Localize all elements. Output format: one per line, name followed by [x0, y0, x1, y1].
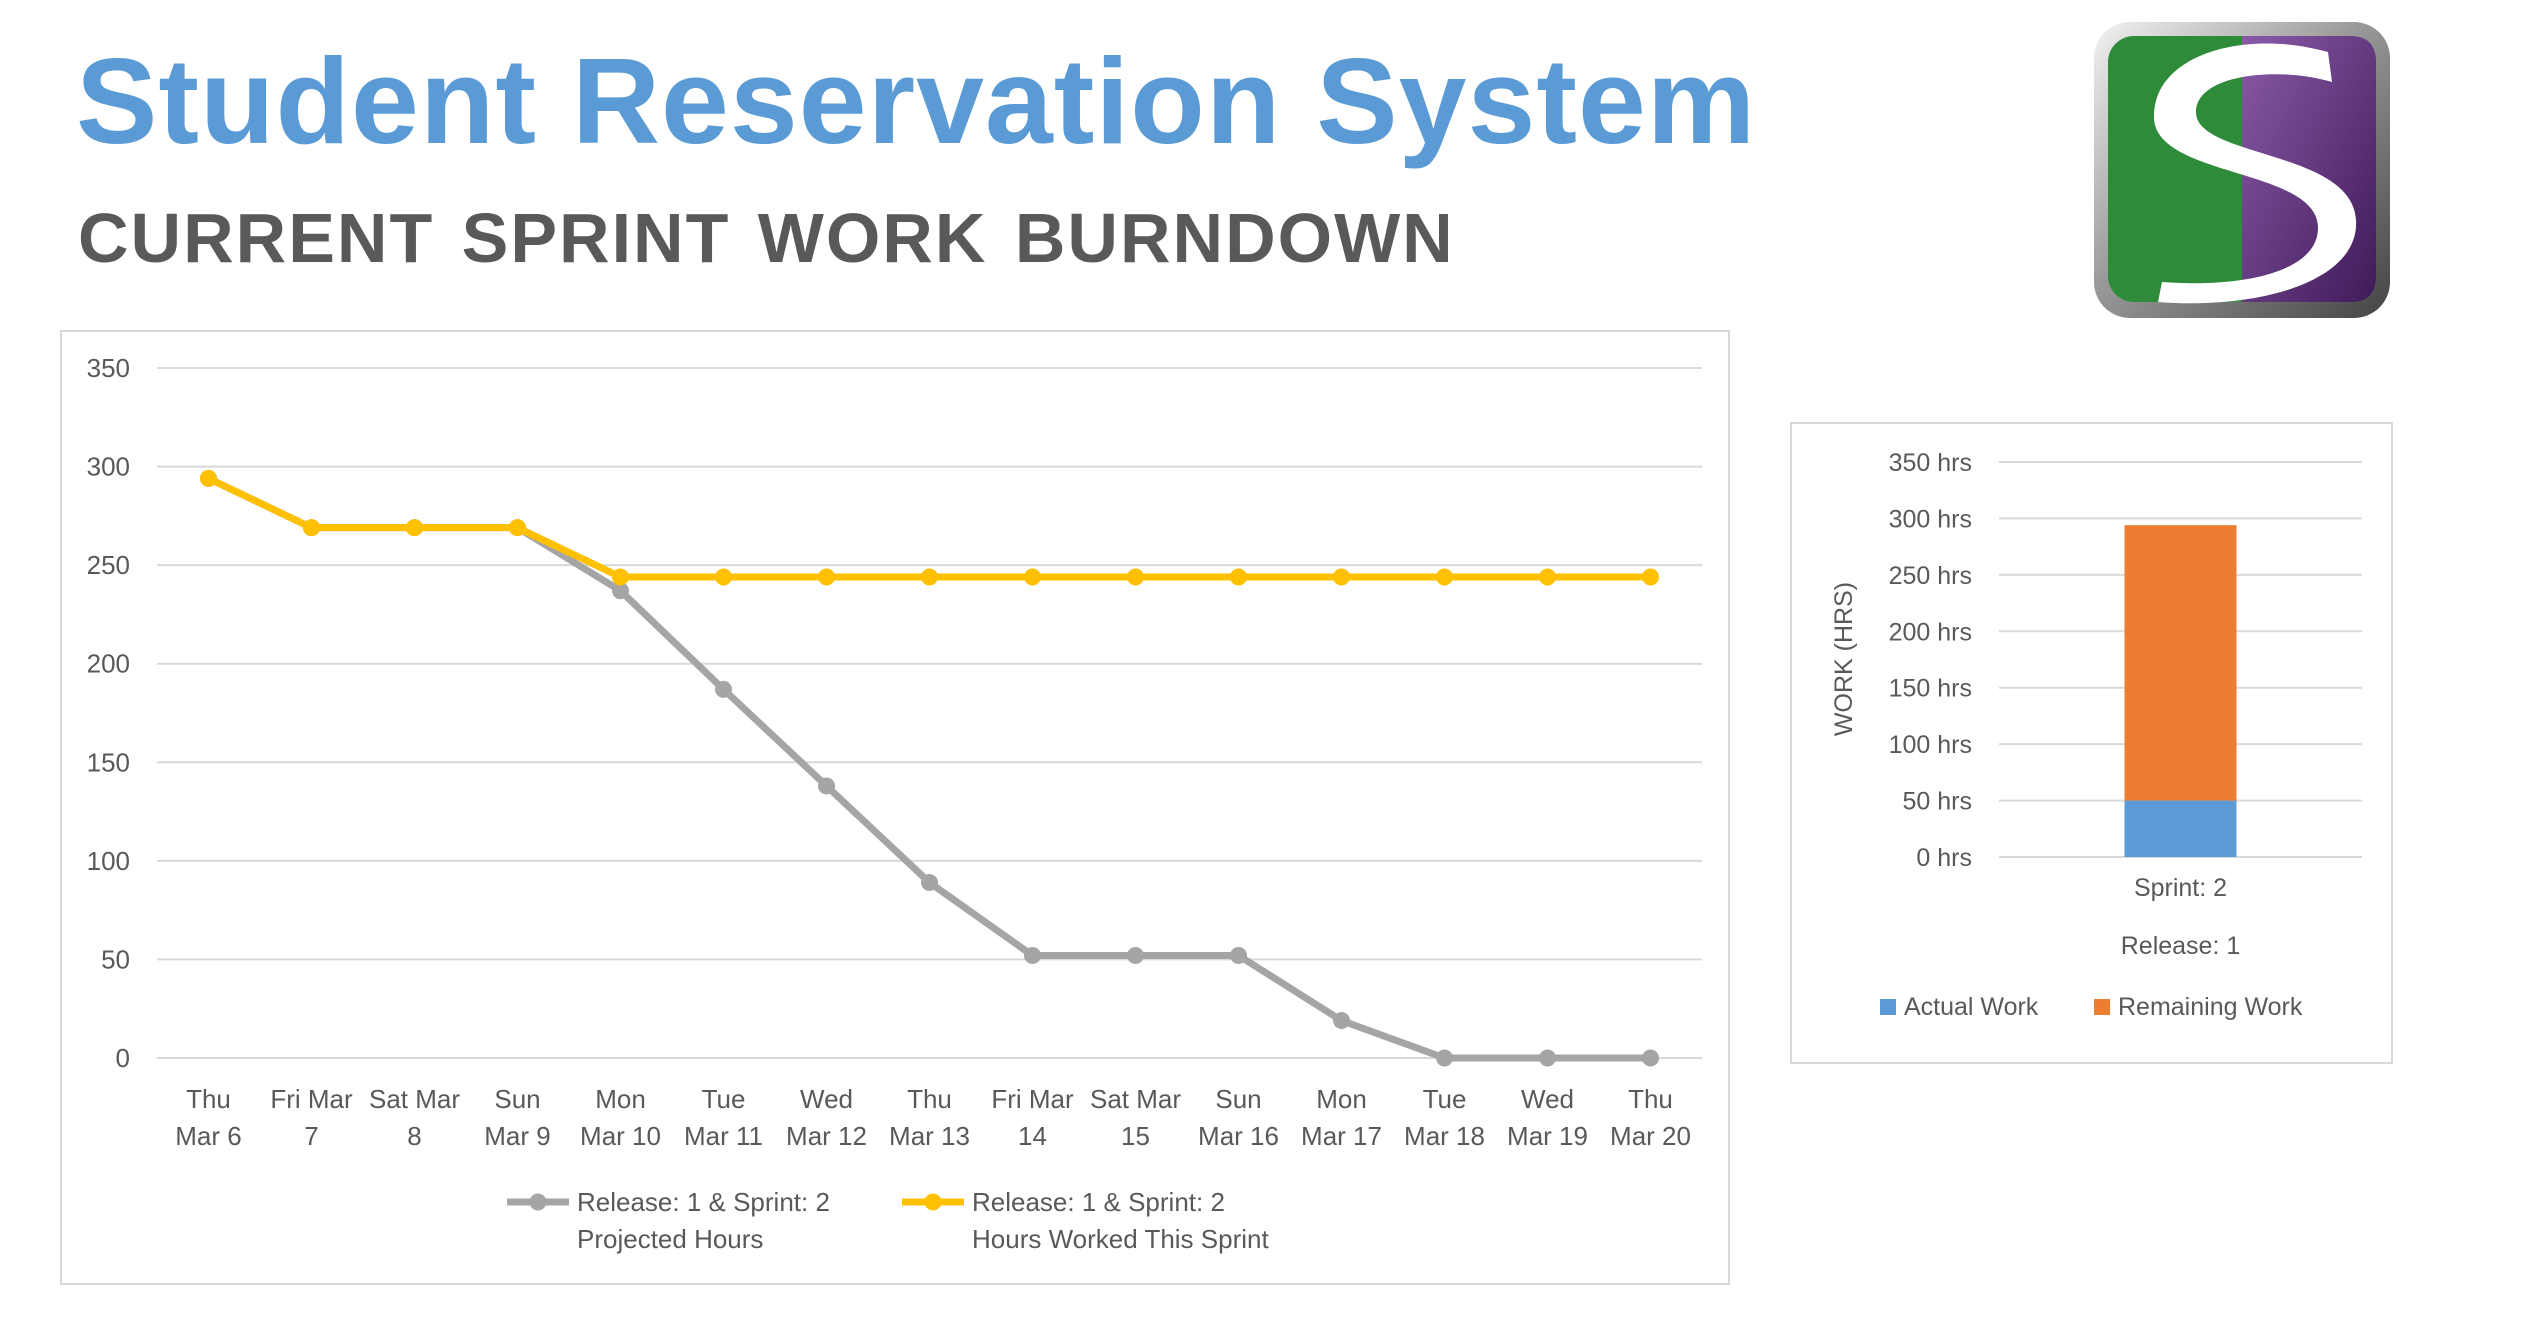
- x-tick-label: Wed: [800, 1084, 853, 1114]
- y-tick-label: 150: [87, 747, 130, 777]
- x-tick-label: Mar 20: [1610, 1121, 1691, 1151]
- x-tick-label: Tue: [1423, 1084, 1467, 1114]
- x-tick-label: Mar 12: [786, 1121, 867, 1151]
- y-tick-label: 300: [87, 452, 130, 482]
- data-point: [1127, 946, 1144, 964]
- legend-label: Actual Work: [1904, 993, 2039, 1021]
- x-tick-label: 15: [1121, 1121, 1150, 1151]
- bar-segment: [2124, 800, 2237, 857]
- series-line: [205, 474, 1654, 581]
- data-point: [921, 568, 938, 586]
- burndown-line-chart: 0 50 100 150 200 250 300 350 Thu Mar 6 Fri Mar 7 Sat…: [60, 330, 1730, 1285]
- x-tick-label: Thu: [1628, 1084, 1673, 1114]
- y-tick-label: 100: [87, 846, 130, 876]
- burndown-line-svg: 0 50 100 150 200 250 300 350 Thu Mar 6 Fri Mar 7 Sat…: [87, 353, 1702, 1254]
- x-tick-label: Mar 6: [175, 1121, 241, 1151]
- data-point: [1127, 568, 1144, 586]
- x-tick-label: Wed: [1521, 1084, 1574, 1114]
- y-tick-label: 50: [101, 944, 130, 974]
- legend-swatch-marker: [529, 1193, 547, 1211]
- y-tick-label: 200 hrs: [1889, 618, 1972, 646]
- data-point: [818, 568, 835, 586]
- data-point: [612, 568, 629, 586]
- x-tick-label: Mar 19: [1507, 1121, 1588, 1151]
- legend-label: Release: 1 & Sprint: 2: [972, 1187, 1225, 1217]
- data-point: [818, 777, 835, 795]
- x-tick-label: Sun: [1215, 1084, 1261, 1114]
- y-tick-label: 350 hrs: [1889, 449, 1972, 477]
- data-point: [200, 469, 217, 487]
- y-tick-label: 0 hrs: [1916, 844, 1972, 872]
- data-point: [1230, 946, 1247, 964]
- legend-swatch: [1880, 999, 1896, 1015]
- x-tick-label: Mar 17: [1301, 1121, 1382, 1151]
- page-title: Student Reservation System: [76, 33, 1757, 169]
- legend-label: Remaining Work: [2118, 993, 2303, 1021]
- data-point: [612, 582, 629, 600]
- data-point: [303, 519, 320, 537]
- data-point: [1333, 1012, 1350, 1030]
- y-tick-label: 150 hrs: [1889, 675, 1972, 703]
- data-point: [1230, 568, 1247, 586]
- page-subtitle: CURRENT SPRINT WORK BURNDOWN: [78, 199, 1455, 277]
- x-tick-label: Tue: [702, 1084, 746, 1114]
- x-tick-label: 8: [407, 1121, 421, 1151]
- logo-s-glyph: [2153, 43, 2357, 304]
- app-logo: [2094, 22, 2390, 318]
- x-category-label: Sprint: 2: [2134, 874, 2227, 902]
- legend-label: Release: 1 & Sprint: 2: [577, 1187, 830, 1217]
- bar-segment: [2124, 525, 2237, 801]
- y-tick-label: 350: [87, 353, 130, 383]
- x-category-label: Release: 1: [2121, 932, 2241, 960]
- data-point: [1642, 568, 1659, 586]
- x-tick-label: Mon: [1316, 1084, 1367, 1114]
- data-point: [1024, 568, 1041, 586]
- x-tick-label: Mar 13: [889, 1121, 970, 1151]
- x-tick-label: Thu: [186, 1084, 231, 1114]
- work-stacked-bar-chart: 0 hrs 50 hrs 100 hrs 150 hrs 200 hrs 250 hrs 3…: [1790, 422, 2393, 1064]
- data-point: [406, 519, 423, 537]
- legend-swatch: [2094, 999, 2110, 1015]
- y-tick-label: 200: [87, 649, 130, 679]
- x-tick-label: Thu: [907, 1084, 952, 1114]
- y-tick-label: 100 hrs: [1889, 731, 1972, 759]
- x-tick-label: Mar 10: [580, 1121, 661, 1151]
- x-tick-label: Sun: [494, 1084, 540, 1114]
- data-point: [1436, 568, 1453, 586]
- data-point: [921, 874, 938, 892]
- work-bar-svg: 0 hrs 50 hrs 100 hrs 150 hrs 200 hrs 250 hrs 3…: [1830, 449, 2362, 1021]
- data-point: [1436, 1049, 1453, 1067]
- y-tick-label: 50 hrs: [1903, 788, 1972, 816]
- legend-label: Projected Hours: [577, 1224, 763, 1254]
- x-tick-label: Fri Mar: [991, 1084, 1074, 1114]
- x-tick-label: Mar 18: [1404, 1121, 1485, 1151]
- x-tick-label: 7: [304, 1121, 318, 1151]
- x-tick-label: Mon: [595, 1084, 646, 1114]
- y-axis-title: WORK (HRS): [1830, 582, 1858, 736]
- x-tick-label: Sat Mar: [369, 1084, 460, 1114]
- data-point: [1333, 568, 1350, 586]
- y-tick-label: 300 hrs: [1889, 505, 1972, 533]
- y-tick-label: 0: [116, 1043, 130, 1073]
- x-tick-label: Mar 16: [1198, 1121, 1279, 1151]
- y-tick-label: 250: [87, 550, 130, 580]
- data-point: [1539, 1049, 1556, 1067]
- x-tick-label: Sat Mar: [1090, 1084, 1181, 1114]
- legend-label: Hours Worked This Sprint: [972, 1224, 1269, 1254]
- y-tick-label: 250 hrs: [1889, 562, 1972, 590]
- data-point: [1539, 568, 1556, 586]
- x-tick-label: Fri Mar: [270, 1084, 353, 1114]
- data-point: [715, 568, 732, 586]
- data-point: [1024, 946, 1041, 964]
- x-tick-label: 14: [1018, 1121, 1047, 1151]
- data-point: [1642, 1049, 1659, 1067]
- legend-swatch-marker: [924, 1193, 942, 1211]
- x-tick-label: Mar 9: [484, 1121, 550, 1151]
- data-point: [509, 519, 526, 537]
- x-tick-label: Mar 11: [684, 1121, 763, 1151]
- data-point: [715, 680, 732, 698]
